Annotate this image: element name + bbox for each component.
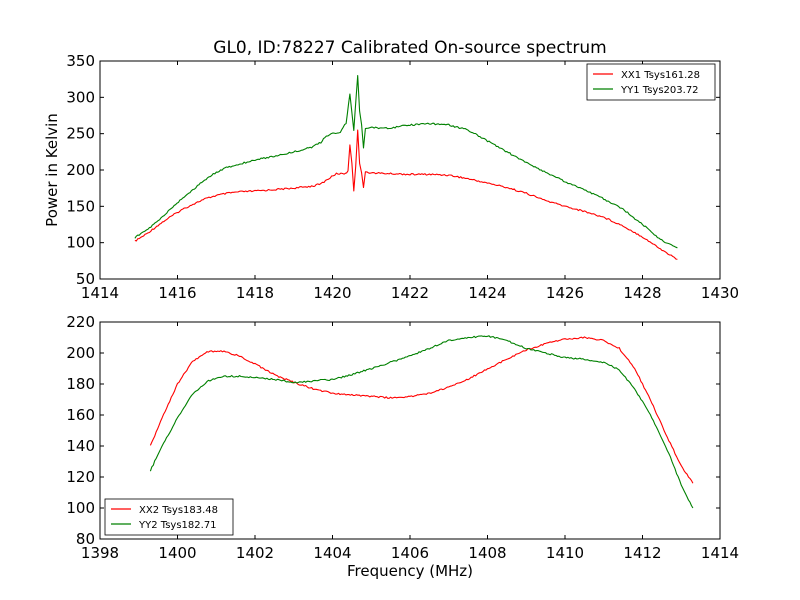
legend: XX2 Tsys183.48 YY2 Tsys182.71 [104, 498, 234, 536]
y-tick-label: 140 [66, 437, 95, 455]
y-tick-label: 300 [66, 88, 95, 106]
y-tick-label: 80 [76, 530, 95, 548]
y-tick-label: 120 [66, 468, 95, 486]
legend-entry: YY1 Tsys203.72 [620, 85, 699, 96]
y-tick-label: 100 [66, 499, 95, 517]
y-tick-label: 200 [66, 161, 95, 179]
legend-entry: XX1 Tsys161.28 [621, 70, 700, 81]
y-tick-label: 200 [66, 344, 95, 362]
x-tick-label: 1428 [623, 284, 661, 302]
x-tick-label: 1410 [546, 544, 584, 562]
y-tick-label: 220 [66, 313, 95, 331]
top-spectrum-panel: 1414 1416 1418 1420 1422 1424 1426 1428 1430 50 10… [43, 52, 739, 302]
legend-box [586, 63, 716, 101]
series-line-1 [149, 336, 694, 484]
legend: XX1 Tsys161.28 YY1 Tsys203.72 [586, 63, 716, 101]
y-tick-label: 350 [66, 52, 95, 70]
x-tick-label: 1404 [313, 544, 351, 562]
y-tick-label: 100 [66, 234, 95, 252]
y-tick-label: 160 [66, 406, 95, 424]
figure-title: GL0, ID:78227 Calibrated On-source spect… [213, 38, 606, 58]
x-tick-label: 1416 [158, 284, 196, 302]
x-tick-label: 1418 [236, 284, 274, 302]
x-tick-label: 1424 [468, 284, 506, 302]
x-tick-label: 1414 [81, 284, 119, 302]
y-tick-label: 150 [66, 197, 95, 215]
x-tick-label: 1422 [391, 284, 429, 302]
x-tick-label: 1430 [701, 284, 739, 302]
x-tick-label: 1408 [468, 544, 506, 562]
x-tick-label: 1420 [313, 284, 351, 302]
x-tick-label: 1412 [623, 544, 661, 562]
series-line-2 [149, 335, 694, 509]
y-tick-label: 250 [66, 125, 95, 143]
legend-box [104, 498, 234, 536]
y-axis-label: Power in Kelvin [43, 113, 61, 227]
x-axis-label: Frequency (MHz) [347, 562, 473, 580]
series-line-2 [134, 75, 678, 249]
x-tick-label: 1402 [236, 544, 274, 562]
x-tick-label: 1400 [158, 544, 196, 562]
x-tick-label: 1406 [391, 544, 429, 562]
x-tick-label: 1426 [546, 284, 584, 302]
y-tick-label: 50 [76, 270, 95, 288]
series-line-1 [134, 129, 678, 260]
y-tick-label: 180 [66, 375, 95, 393]
x-tick-label: 1414 [701, 544, 739, 562]
x-tick-label: 1398 [81, 544, 119, 562]
legend-entry: XX2 Tsys183.48 [139, 505, 218, 516]
legend-entry: YY2 Tsys182.71 [138, 520, 217, 531]
bottom-spectrum-panel: 1398 1400 1402 1404 1406 1408 1410 1412 1414 80 10… [66, 313, 739, 580]
